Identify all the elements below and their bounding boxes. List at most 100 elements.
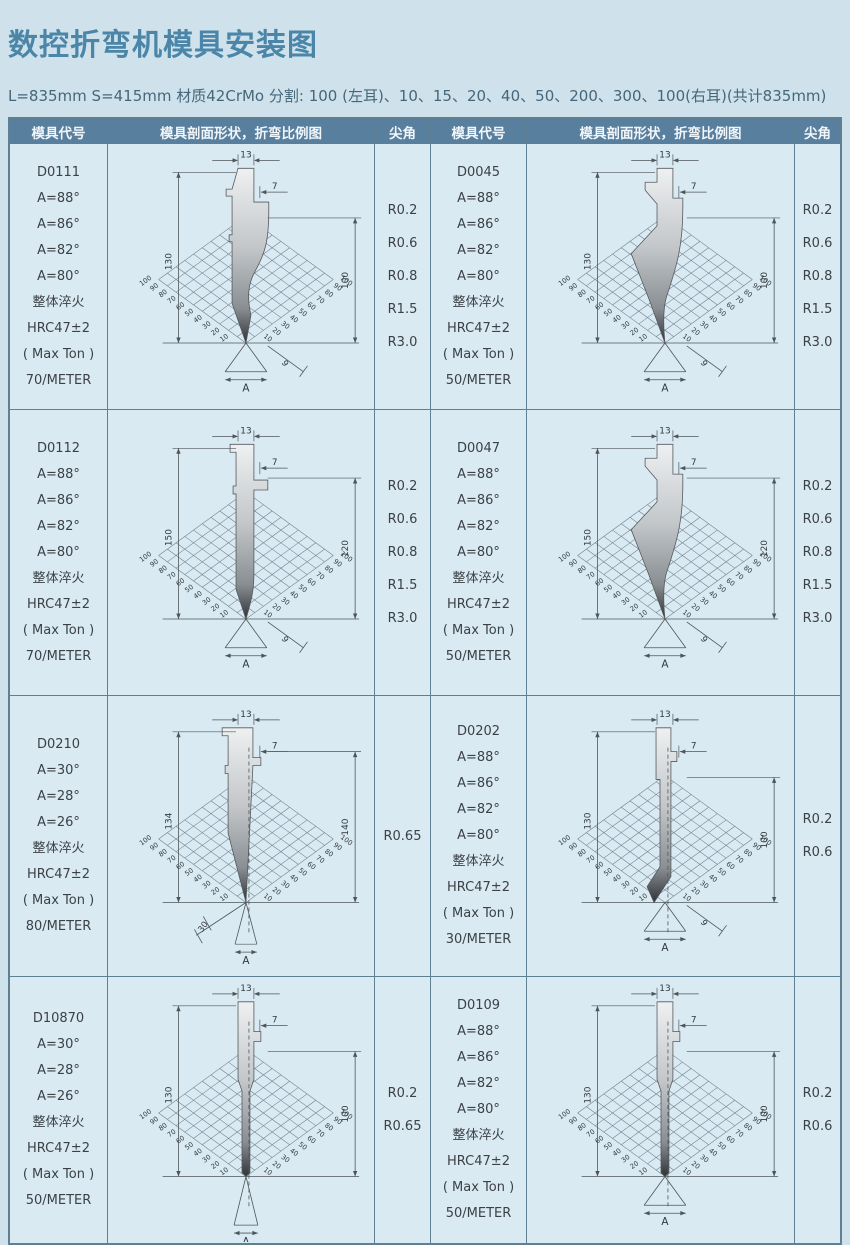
spec-line: A=82° bbox=[457, 242, 500, 258]
svg-text:90: 90 bbox=[751, 557, 763, 569]
svg-text:130: 130 bbox=[164, 1086, 174, 1103]
svg-text:40: 40 bbox=[707, 589, 719, 601]
svg-text:130: 130 bbox=[584, 253, 594, 270]
diagram-cell-D0109: 10 10 20 20 30 30 40 40 50 50 60 60 70 70 80 80 90 90 100 1… bbox=[526, 977, 794, 1243]
spec-line: A=86° bbox=[457, 776, 500, 791]
spec-line: ( Max Ton ) bbox=[22, 346, 95, 362]
svg-text:10: 10 bbox=[261, 332, 273, 344]
svg-text:20: 20 bbox=[690, 602, 702, 614]
radius-value: R0.2 bbox=[387, 479, 418, 494]
svg-text:30: 30 bbox=[200, 320, 212, 332]
svg-text:30: 30 bbox=[620, 320, 632, 332]
svg-text:60: 60 bbox=[174, 1134, 186, 1146]
spec-line: A=26° bbox=[37, 1089, 80, 1104]
svg-text:70: 70 bbox=[585, 1128, 597, 1140]
svg-text:20: 20 bbox=[629, 602, 641, 614]
svg-text:20: 20 bbox=[690, 885, 702, 897]
spec-line: A=80° bbox=[457, 828, 500, 843]
svg-text:40: 40 bbox=[707, 1147, 719, 1159]
tip-radius-cell-D10870: R0.2 R0.65 bbox=[374, 977, 430, 1243]
svg-text:40: 40 bbox=[288, 589, 300, 601]
svg-text:A: A bbox=[242, 1236, 250, 1242]
svg-text:30: 30 bbox=[698, 596, 710, 608]
spec-line: ( Max Ton ) bbox=[442, 1180, 515, 1195]
radius-value: R3.0 bbox=[387, 611, 418, 626]
spec-line: A=86° bbox=[457, 1050, 500, 1065]
tip-radius-cell-D0109: R0.2 R0.6 bbox=[794, 977, 840, 1243]
svg-text:60: 60 bbox=[725, 860, 737, 872]
mold-code-cell-D10870: D10870 A=30° A=28° A=26° 整体淬火 HRC47±2 ( Max To… bbox=[10, 977, 107, 1243]
mold-code-cell-D0111: D0111 A=88° A=86° A=82° A=80° 整体淬火 HRC47±2 ( Ma… bbox=[10, 144, 107, 409]
spec-line: ( Max Ton ) bbox=[22, 1167, 95, 1182]
radius-value: R0.2 bbox=[802, 479, 833, 494]
table-row: D10870 A=30° A=28° A=26° 整体淬火 HRC47±2 ( Max To… bbox=[10, 976, 840, 1243]
svg-text:50: 50 bbox=[296, 1140, 308, 1152]
svg-text:10: 10 bbox=[218, 1166, 230, 1178]
svg-text:10: 10 bbox=[681, 892, 693, 904]
svg-text:9: 9 bbox=[279, 634, 290, 644]
svg-text:30: 30 bbox=[279, 1153, 291, 1165]
mold-code-cell-D0202: D0202 A=88° A=86° A=82° A=80° 整体淬火 HRC47±2 ( Ma… bbox=[430, 696, 526, 976]
svg-text:10: 10 bbox=[681, 1166, 693, 1178]
svg-text:50: 50 bbox=[296, 866, 308, 878]
svg-text:7: 7 bbox=[271, 1016, 277, 1026]
svg-text:10: 10 bbox=[261, 1166, 273, 1178]
mold-code: D0112 bbox=[36, 440, 81, 456]
spec-line: 70/METER bbox=[25, 372, 92, 388]
svg-text:70: 70 bbox=[733, 1128, 745, 1140]
svg-text:120: 120 bbox=[760, 540, 770, 557]
radius-value: R0.2 bbox=[387, 203, 418, 218]
svg-text:150: 150 bbox=[164, 529, 174, 546]
svg-text:20: 20 bbox=[209, 1159, 221, 1171]
svg-text:30: 30 bbox=[200, 879, 212, 891]
spec-line: A=88° bbox=[457, 1024, 500, 1039]
spec-line: 50/METER bbox=[445, 1206, 512, 1221]
spec-line: 整体淬火 bbox=[32, 570, 85, 586]
svg-text:10: 10 bbox=[218, 892, 230, 904]
spec-line: A=82° bbox=[37, 518, 80, 534]
svg-text:80: 80 bbox=[323, 288, 335, 300]
page-title: 数控折弯机模具安装图 bbox=[8, 28, 318, 63]
svg-text:100: 100 bbox=[760, 272, 770, 289]
svg-text:60: 60 bbox=[594, 1134, 606, 1146]
header-cell: 模具剖面形状，折弯比例图 bbox=[107, 119, 374, 144]
radius-value: R0.6 bbox=[802, 1119, 833, 1134]
svg-text:50: 50 bbox=[602, 1140, 614, 1152]
radius-value: R3.0 bbox=[387, 335, 418, 350]
svg-text:60: 60 bbox=[305, 1134, 317, 1146]
radius-value: R0.8 bbox=[802, 269, 833, 284]
spec-line: HRC47±2 bbox=[447, 596, 510, 612]
svg-text:80: 80 bbox=[576, 1121, 588, 1133]
spec-line: ( Max Ton ) bbox=[22, 622, 95, 638]
svg-text:50: 50 bbox=[602, 307, 614, 319]
radius-value: R0.6 bbox=[802, 512, 833, 527]
svg-text:80: 80 bbox=[323, 564, 335, 576]
svg-text:13: 13 bbox=[240, 150, 251, 160]
spec-line: 整体淬火 bbox=[452, 294, 505, 310]
svg-text:10: 10 bbox=[637, 608, 649, 620]
svg-text:50: 50 bbox=[716, 583, 728, 595]
svg-text:A: A bbox=[661, 1216, 669, 1228]
svg-text:50: 50 bbox=[296, 307, 308, 319]
svg-text:40: 40 bbox=[611, 589, 623, 601]
spec-line: 50/METER bbox=[445, 648, 512, 664]
svg-text:30: 30 bbox=[200, 596, 212, 608]
spec-line: HRC47±2 bbox=[447, 320, 510, 336]
spec-line: ( Max Ton ) bbox=[442, 622, 515, 638]
radius-value: R3.0 bbox=[802, 611, 833, 626]
svg-text:13: 13 bbox=[659, 426, 670, 436]
spec-line: A=80° bbox=[37, 544, 80, 560]
table-row: D0210 A=30° A=28° A=26° 整体淬火 HRC47±2 ( Max Ton… bbox=[10, 695, 840, 976]
svg-text:80: 80 bbox=[742, 288, 754, 300]
mold-table: 模具代号 模具剖面形状，折弯比例图 尖角 模具代号 模具剖面形状，折弯比例图 尖角 D01… bbox=[8, 117, 842, 1245]
svg-text:40: 40 bbox=[611, 1147, 623, 1159]
mold-code: D0109 bbox=[456, 998, 501, 1013]
svg-text:10: 10 bbox=[637, 332, 649, 344]
spec-line: 整体淬火 bbox=[32, 841, 85, 856]
svg-text:50: 50 bbox=[716, 1140, 728, 1152]
